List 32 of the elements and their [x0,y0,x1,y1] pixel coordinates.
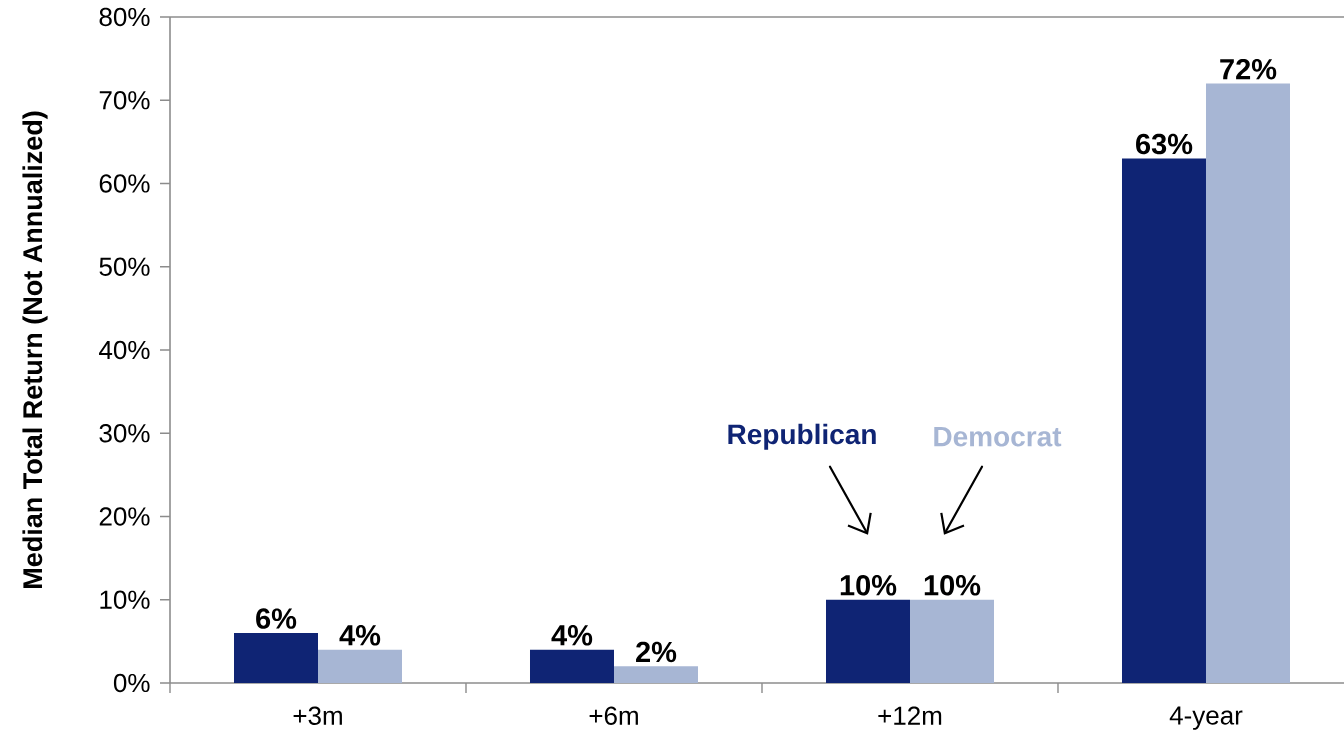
data-label: 10% [840,575,897,596]
x-tick-label: +12m [878,706,942,725]
bar [826,599,910,683]
y-tick-label: 20% [99,507,150,526]
y-tick-label: 50% [99,257,150,276]
text: Republican [728,423,876,450]
data-label: 6% [256,608,297,629]
data-label: 4% [551,625,593,646]
y-tick-label: 10% [100,590,150,609]
data-label: 72% [1220,58,1277,80]
bar [1121,158,1206,683]
bar [614,666,698,683]
y-tick-label: 60% [99,174,150,193]
y-tick-label: 30% [99,424,150,443]
x-tick-label: +3m [293,706,342,725]
data-label: 10% [924,575,981,596]
bar [530,649,614,683]
bar [318,649,402,683]
bar [234,633,318,683]
y-tick-label: 40% [99,340,150,360]
y-axis-title: Median Total Return (Not Annualized) [22,111,48,588]
bar [1205,83,1290,683]
bar [910,599,994,683]
data-label: 4% [339,625,381,646]
data-label: 2% [636,641,677,663]
y-tick-label: 70% [99,91,150,110]
data-label: 63% [1136,133,1193,155]
y-tick-label: 80% [99,7,150,27]
x-tick-label: +6m [589,706,638,725]
x-tick-label: 4-year [1169,706,1243,730]
y-tick-label: 0% [113,673,150,693]
text: Democrat [934,426,1062,447]
